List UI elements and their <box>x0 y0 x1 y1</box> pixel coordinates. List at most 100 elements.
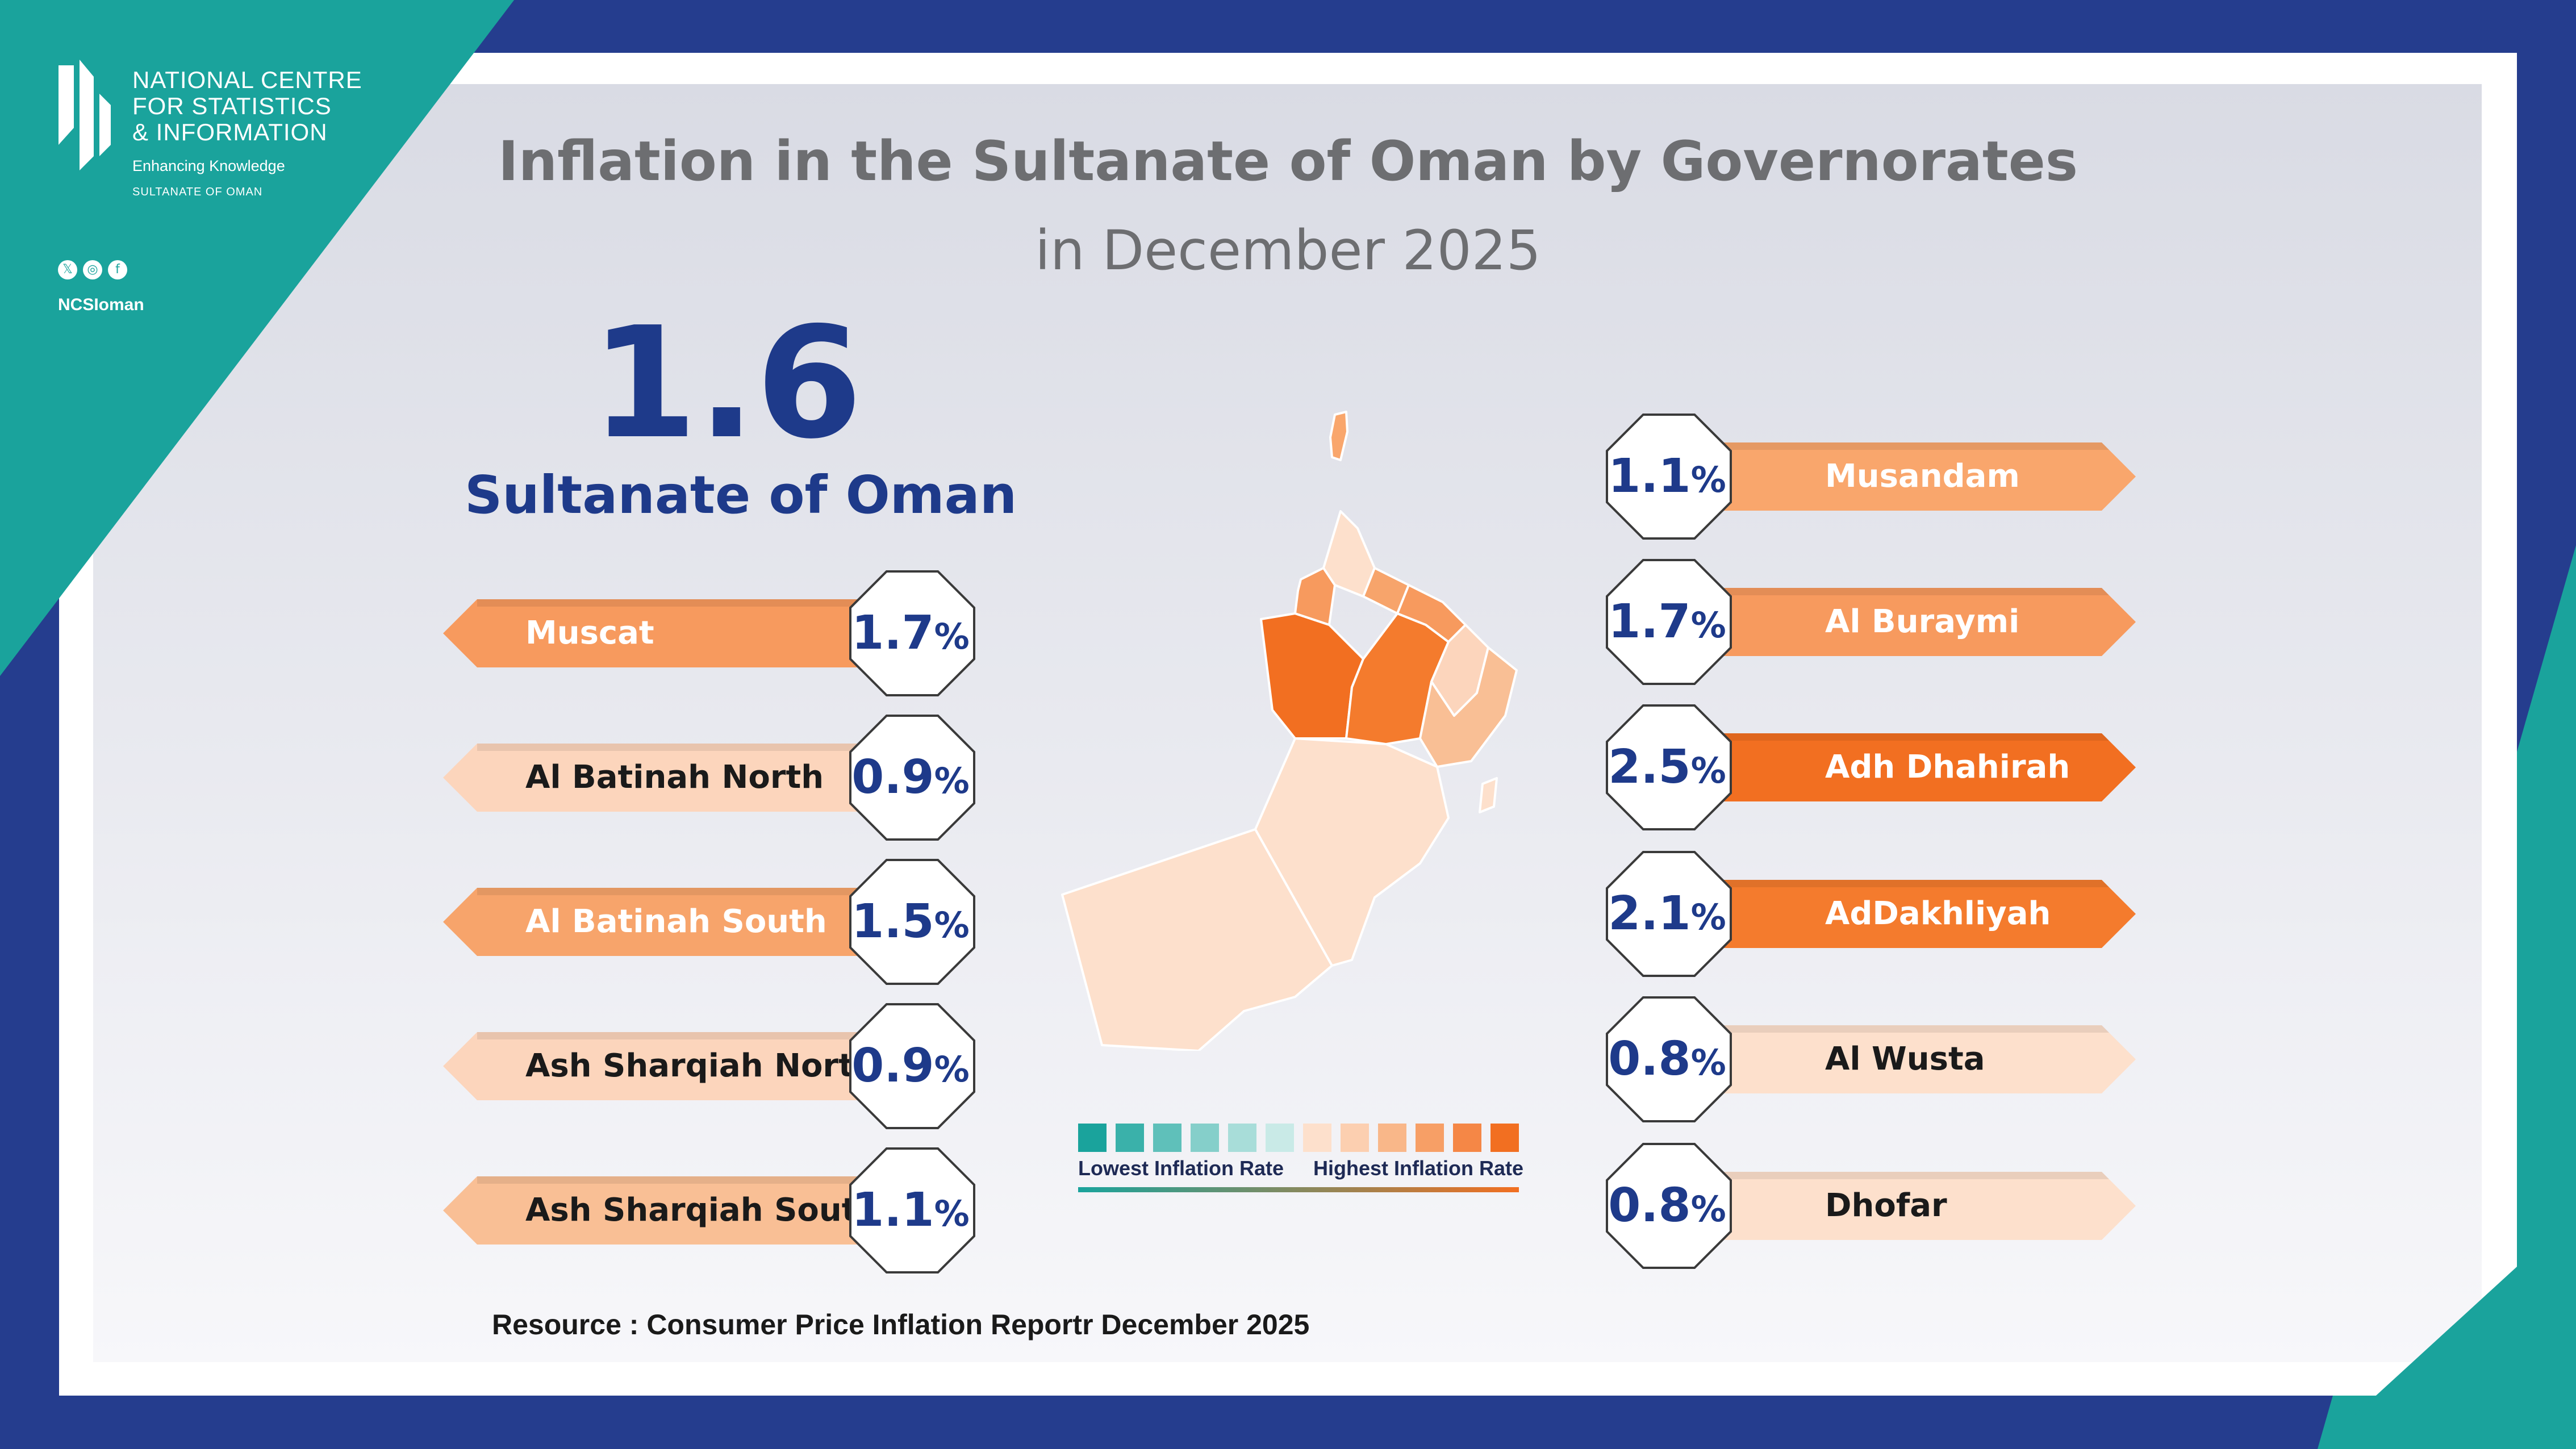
octagon-shape <box>1606 414 1732 540</box>
percent-unit: % <box>1690 604 1726 646</box>
governorate-row-ash-sharqiah-north: Ash Sharqiah North 0.9% <box>443 1001 988 1131</box>
social-handle: NCSIoman <box>58 295 144 314</box>
legend-swatch-10 <box>1416 1124 1444 1152</box>
percent-unit: % <box>1690 1042 1726 1083</box>
logo-line-1: NATIONAL CENTRE <box>132 66 362 93</box>
legend-low-label: Lowest Inflation Rate <box>1078 1156 1284 1180</box>
map-region-musandam <box>1329 411 1348 461</box>
ribbon-shade-musandam <box>1715 442 2109 450</box>
percent-unit: % <box>934 616 970 657</box>
source-note: Resource : Consumer Price Inflation Repo… <box>492 1309 1310 1341</box>
octagon-shape <box>1606 704 1732 830</box>
national-inflation-label: Sultanate of Oman <box>465 465 1017 525</box>
ncsi-logo-mark-icon <box>59 60 111 170</box>
octagon-shape <box>849 1003 975 1129</box>
oman-governorates-map <box>1061 411 1518 1051</box>
inflation-number: 0.9 <box>851 750 934 804</box>
governorate-row-musandam: Musandam 1.1% <box>1602 411 2147 542</box>
ribbon-adh-dhahirah <box>1715 733 2136 801</box>
ribbon-shade-addakhliyah <box>1715 880 2109 887</box>
percent-unit: % <box>934 904 970 946</box>
inflation-number: 0.8 <box>1608 1032 1691 1086</box>
inflation-number: 1.7 <box>1608 595 1691 649</box>
legend-swatch-2 <box>1116 1124 1144 1152</box>
legend-swatch-5 <box>1228 1124 1256 1152</box>
legend-swatch-12 <box>1491 1124 1519 1152</box>
inflation-number: 1.1 <box>851 1183 934 1237</box>
map-region-masirah <box>1479 777 1498 813</box>
governorate-row-dhofar: Dhofar 0.8% <box>1602 1141 2147 1271</box>
governorate-row-al-batinah-south: Al Batinah South 1.5% <box>443 857 988 987</box>
ribbon-shade-al-buraymi <box>1715 588 2109 595</box>
page-title: Inflation in the Sultanate of Oman by Go… <box>498 130 2078 193</box>
governorate-name: Ash Sharqiah South <box>525 1192 880 1229</box>
legend-swatch-1 <box>1078 1124 1107 1152</box>
map-region-ash-sharqiah-south <box>1419 646 1518 768</box>
ribbon-shade-al-wusta <box>1715 1025 2109 1033</box>
governorate-name: Dhofar <box>1825 1187 1947 1224</box>
legend-swatch-9 <box>1378 1124 1406 1152</box>
ribbon-shade-ash-sharqiah-north <box>477 1032 875 1039</box>
ribbon-band-musandam <box>1715 442 2136 511</box>
page-subtitle: in December 2025 <box>1035 219 1541 282</box>
ribbon-addakhliyah <box>1715 880 2136 948</box>
inflation-value-al-buraymi: 1.7% <box>1600 557 1734 691</box>
facebook-icon[interactable]: f <box>108 260 127 279</box>
legend-swatch-3 <box>1153 1124 1181 1152</box>
octagon-shape <box>849 570 975 696</box>
inflation-value-adh-dhahirah: 2.5% <box>1600 702 1734 836</box>
logo-line-3: & INFORMATION <box>132 119 328 145</box>
governorate-row-ash-sharqiah-south: Ash Sharqiah South 1.1% <box>443 1145 988 1276</box>
ribbon-musandam <box>1715 442 2136 511</box>
inflation-number: 2.1 <box>1608 887 1691 941</box>
legend-swatch-7 <box>1303 1124 1331 1152</box>
ribbon-band-muscat <box>443 599 875 667</box>
ribbon-band-addakhliyah <box>1715 880 2136 948</box>
ribbon-shade-adh-dhahirah <box>1715 733 2109 741</box>
ribbon-band-ash-sharqiah-north <box>443 1032 875 1100</box>
legend-swatch-8 <box>1341 1124 1369 1152</box>
instagram-icon[interactable]: ◎ <box>83 260 102 279</box>
percent-unit: % <box>934 1193 970 1234</box>
governorate-row-al-buraymi: Al Buraymi 1.7% <box>1602 557 2147 687</box>
percent-unit: % <box>934 1049 970 1090</box>
percent-unit: % <box>1690 459 1726 500</box>
ribbon-ash-sharqiah-south <box>443 1176 875 1245</box>
ribbon-band-al-buraymi <box>1715 588 2136 656</box>
percent-unit: % <box>1690 750 1726 791</box>
ribbon-band-al-batinah-south <box>443 888 875 956</box>
value-octagon-addakhliyah <box>1606 851 1732 977</box>
octagon-shape <box>849 859 975 985</box>
governorate-row-adh-dhahirah: Adh Dhahirah 2.5% <box>1602 702 2147 833</box>
ncsi-logo: NATIONAL CENTRE FOR STATISTICS & INFORMA… <box>48 60 417 236</box>
ribbon-dhofar <box>1715 1172 2136 1240</box>
value-octagon-al-wusta <box>1606 996 1732 1122</box>
inflation-number: 0.9 <box>851 1039 934 1093</box>
inflation-value-dhofar: 0.8% <box>1600 1141 1734 1275</box>
octagon-shape <box>849 715 975 841</box>
percent-unit: % <box>934 760 970 801</box>
inflation-value-ash-sharqiah-south: 1.1% <box>844 1145 978 1279</box>
ribbon-ash-sharqiah-north <box>443 1032 875 1100</box>
ribbon-shade-dhofar <box>1715 1172 2109 1179</box>
x-icon[interactable]: 𝕏 <box>58 260 77 279</box>
inflation-value-muscat: 1.7% <box>844 568 978 702</box>
governorate-name: Al Buraymi <box>1825 603 2020 640</box>
value-octagon-muscat <box>849 570 975 696</box>
governorate-name: Al Wusta <box>1825 1041 1985 1078</box>
octagon-shape <box>849 1147 975 1273</box>
governorate-name: Ash Sharqiah North <box>525 1047 876 1084</box>
value-octagon-musandam <box>1606 414 1732 540</box>
inflation-value-musandam: 1.1% <box>1600 411 1734 545</box>
ribbon-al-wusta <box>1715 1025 2136 1093</box>
value-octagon-ash-sharqiah-north <box>849 1003 975 1129</box>
value-octagon-adh-dhahirah <box>1606 704 1732 830</box>
governorate-name: Al Batinah South <box>525 903 827 940</box>
value-octagon-dhofar <box>1606 1143 1732 1269</box>
ribbon-shade-muscat <box>477 599 875 607</box>
inflation-value-ash-sharqiah-north: 0.9% <box>844 1001 978 1135</box>
percent-unit: % <box>1690 1188 1726 1230</box>
legend-swatch-11 <box>1453 1124 1481 1152</box>
octagon-shape <box>1606 851 1732 977</box>
value-octagon-al-buraymi <box>1606 559 1732 685</box>
